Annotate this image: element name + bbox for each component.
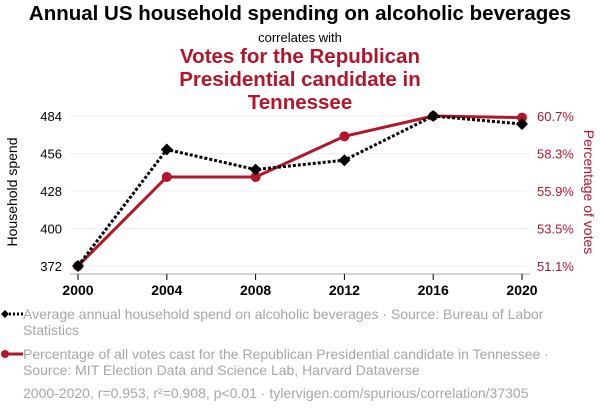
- dotted-diamond-icon: [1, 310, 23, 318]
- spend-point: [338, 154, 351, 167]
- right-tick-label: 60.7%: [537, 109, 574, 124]
- spend-point: [72, 260, 84, 272]
- chart-subtitle: Votes for the Republican Presidential ca…: [0, 45, 600, 114]
- x-tick-label: 2016: [418, 282, 449, 298]
- chart-title: Annual US household spending on alcoholi…: [28, 2, 572, 25]
- right-tick-label: 53.5%: [537, 222, 574, 237]
- left-tick-label: 484: [40, 109, 62, 124]
- spend-point: [160, 143, 173, 156]
- chart-subtitle-text: Votes for the Republican Presidential ca…: [179, 45, 421, 114]
- legend-text-spend: Average annual household spend on alcoho…: [23, 306, 544, 338]
- x-tick-label: 2000: [62, 282, 93, 298]
- chart-plot: 372 400 428 456 484 51.1% 53.5% 55.9% 58.3% 60.7%…: [4, 109, 597, 298]
- spend-point: [516, 118, 528, 131]
- left-tick-label: 400: [40, 222, 62, 237]
- x-tick-label: 2004: [151, 282, 182, 298]
- right-axis-label: Percentage of votes: [581, 130, 597, 255]
- x-tick-label: 2020: [506, 282, 537, 298]
- x-tick-label: 2012: [329, 282, 360, 298]
- legend-item-spend: Average annual household spend on alcoho…: [1, 306, 583, 338]
- chart-connector: correlates with: [258, 30, 342, 45]
- votes-point: [517, 112, 527, 123]
- votes-point: [339, 131, 350, 142]
- spend-point: [249, 163, 262, 176]
- spend-point: [427, 110, 440, 122]
- spend-line: [76, 114, 523, 267]
- legend-item-votes: Percentage of all votes cast for the Rep…: [1, 346, 583, 378]
- right-tick-label: 55.9%: [537, 184, 574, 199]
- votes-point: [161, 171, 172, 182]
- left-axis-label: Household spend: [4, 138, 20, 247]
- votes-point: [250, 171, 261, 182]
- legend-text-votes: Percentage of all votes cast for the Rep…: [23, 346, 549, 378]
- right-tick-label: 58.3%: [537, 147, 574, 162]
- left-tick-label: 428: [40, 184, 62, 199]
- x-tick-label: 2008: [240, 282, 271, 298]
- line-circle-icon: [1, 350, 23, 358]
- left-tick-label: 456: [40, 147, 62, 162]
- footer-stats: 2000-2020, r=0.953, r²=0.908, p<0.01 · t…: [23, 385, 529, 401]
- left-tick-label: 372: [40, 259, 62, 274]
- right-tick-label: 51.1%: [537, 259, 574, 274]
